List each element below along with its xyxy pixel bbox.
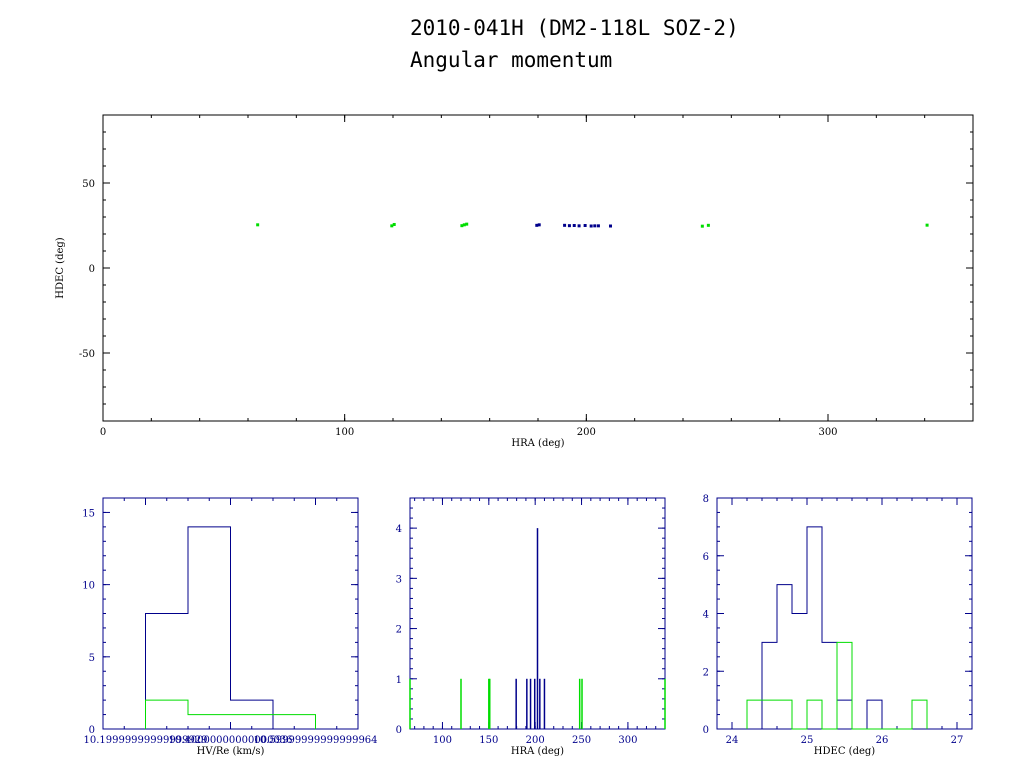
plot-frame bbox=[716, 497, 973, 730]
data-point bbox=[390, 224, 394, 228]
y-axis-label: HDEC (deg) bbox=[55, 237, 66, 298]
y-tick-label: 10 bbox=[82, 581, 95, 592]
data-point bbox=[609, 224, 612, 228]
data-point bbox=[925, 223, 929, 227]
plot-frame bbox=[102, 114, 974, 422]
y-tick-label: 5 bbox=[89, 653, 95, 664]
y-tick-label: 1 bbox=[396, 675, 402, 686]
hist-hra-group: 100 150 200 250 300 0 1 2 3 4 HRA (deg) bbox=[396, 497, 666, 757]
data-point bbox=[563, 223, 567, 227]
x-tick-label: 0 bbox=[100, 427, 106, 438]
x-tick-label: 24 bbox=[726, 735, 739, 746]
hist-hv-group: 10.1999999999999992910.40000000000000036… bbox=[82, 497, 378, 757]
y-tick-label: 2 bbox=[396, 625, 402, 636]
x-axis-label: HDEC (deg) bbox=[814, 746, 875, 757]
y-tick-label: 6 bbox=[703, 552, 709, 563]
data-point bbox=[460, 224, 464, 228]
y-tick-label: 2 bbox=[703, 667, 709, 678]
histogram-step bbox=[761, 526, 883, 730]
x-tick-label: 10.19999999999999929 bbox=[83, 735, 207, 746]
chart-subtitle: Angular momentum bbox=[410, 48, 612, 72]
data-point bbox=[462, 223, 466, 227]
data-point bbox=[535, 223, 539, 227]
x-tick-label: 26 bbox=[876, 735, 889, 746]
x-tick-label: 250 bbox=[572, 735, 591, 746]
x-axis-label: HV/Re (km/s) bbox=[197, 746, 265, 757]
data-point bbox=[577, 224, 581, 228]
x-tick-label: 27 bbox=[951, 735, 964, 746]
y-tick-label: 0 bbox=[703, 725, 709, 736]
x-tick-label: 25 bbox=[801, 735, 814, 746]
data-point bbox=[465, 222, 469, 226]
data-point bbox=[596, 224, 600, 228]
chart-title: 2010-041H (DM2-118L SOZ-2) bbox=[410, 16, 739, 40]
x-tick-label: 150 bbox=[479, 735, 498, 746]
y-tick-label: 4 bbox=[396, 524, 402, 535]
y-tick-label: 0 bbox=[89, 725, 95, 736]
x-axis-label: HRA (deg) bbox=[511, 438, 564, 449]
histogram-step bbox=[746, 641, 928, 730]
data-point bbox=[392, 222, 396, 226]
y-tick-label: 4 bbox=[703, 610, 709, 621]
x-tick-label: 100 bbox=[433, 735, 452, 746]
x-tick-label: 300 bbox=[618, 735, 637, 746]
x-tick-label: 200 bbox=[577, 427, 596, 438]
x-tick-label: 10.40000000000000036 bbox=[168, 735, 292, 746]
y-tick-label: 0 bbox=[396, 725, 402, 736]
data-point bbox=[537, 223, 541, 227]
x-tick-label: 10.59999999999999964 bbox=[253, 735, 377, 746]
histogram-step bbox=[145, 699, 316, 729]
data-point bbox=[567, 224, 571, 228]
histogram-step bbox=[145, 526, 274, 729]
y-tick-label: 8 bbox=[703, 494, 709, 505]
data-point bbox=[256, 223, 260, 227]
x-tick-label: 100 bbox=[335, 427, 354, 438]
scatter-plot-group: 0 100 200 300 -50 0 50 HRA (deg) HDEC (deg) bbox=[55, 114, 974, 449]
x-tick-label: 200 bbox=[526, 735, 545, 746]
data-point bbox=[700, 224, 704, 228]
data-point bbox=[593, 224, 597, 228]
data-point bbox=[572, 224, 576, 227]
y-tick-label: 15 bbox=[82, 508, 95, 519]
y-tick-label: 0 bbox=[89, 264, 95, 275]
x-axis-label: HRA (deg) bbox=[511, 746, 564, 757]
y-tick-label: 3 bbox=[396, 574, 402, 585]
data-point bbox=[583, 224, 587, 227]
data-point bbox=[589, 224, 593, 228]
x-tick-label: 300 bbox=[818, 427, 837, 438]
data-point bbox=[706, 223, 710, 227]
y-tick-label: 50 bbox=[82, 179, 95, 190]
y-tick-label: -50 bbox=[79, 349, 95, 360]
